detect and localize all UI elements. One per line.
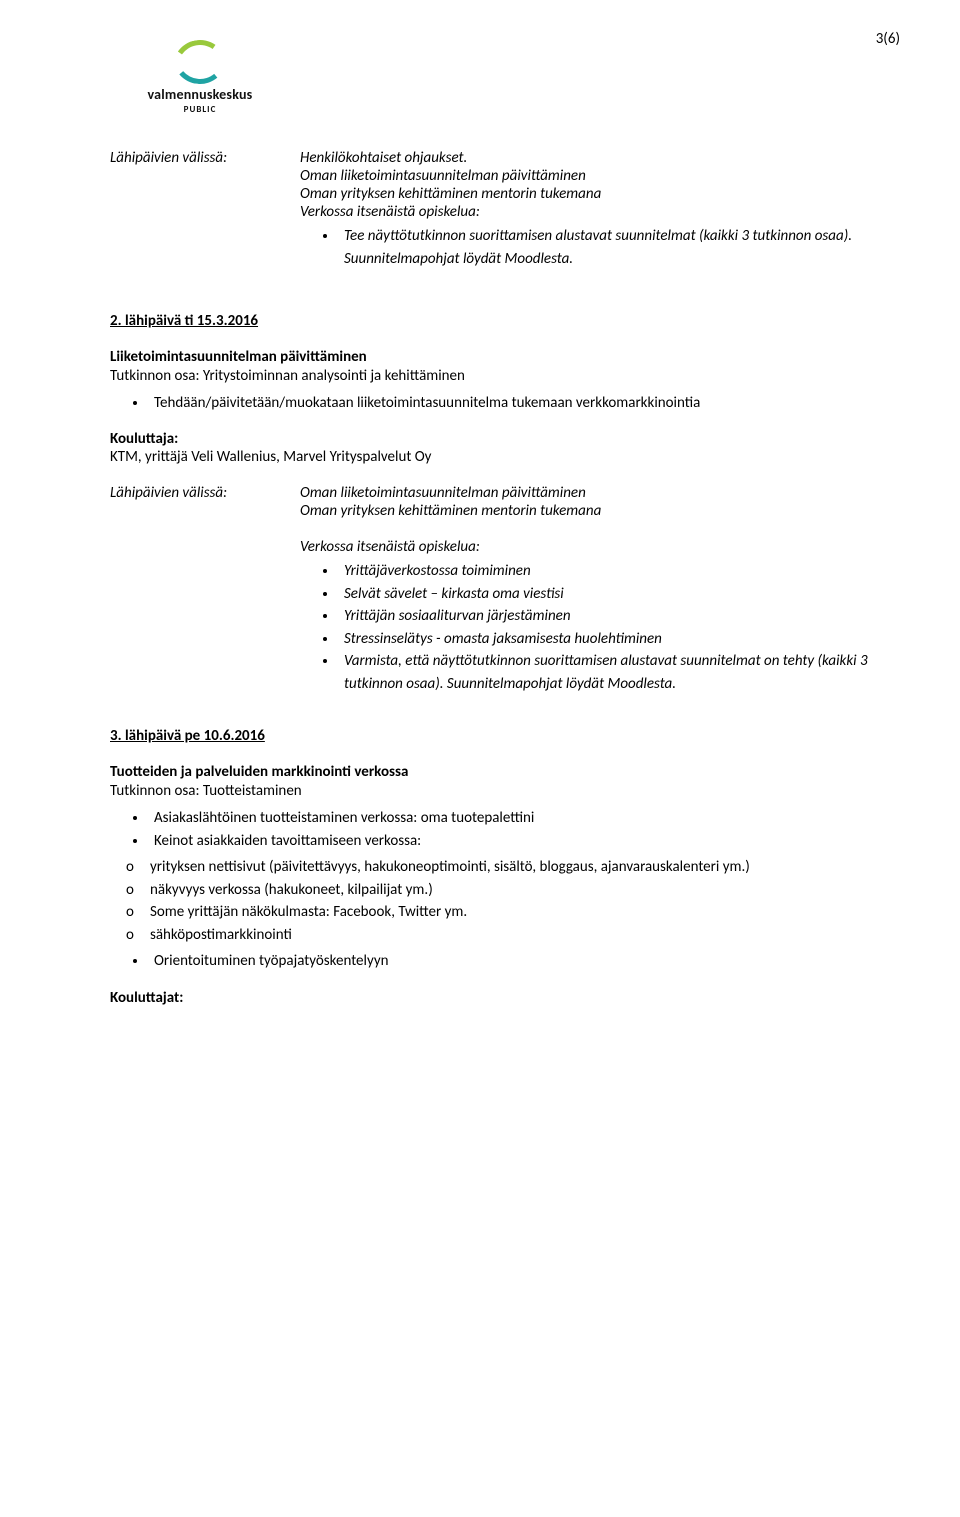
trainer-label: Kouluttaja: [110, 430, 870, 448]
document-page: 3(6) valmennuskeskus PUBLIC Lähipäivien … [0, 0, 960, 1517]
logo-subtext: PUBLIC [184, 104, 217, 115]
bullet-list: Tee näyttötutkinnon suorittamisen alusta… [300, 225, 870, 270]
list-item: Asiakaslähtöinen tuotteistaminen verkoss… [148, 807, 870, 830]
list-item: näkyvyys verkossa (hakukoneet, kilpailij… [144, 879, 870, 902]
between-days-label: Lähipäivien välissä: [110, 149, 300, 270]
list-item: Yrittäjän sosiaaliturvan järjestäminen [338, 605, 870, 628]
verk-label: Verkossa itsenäistä opiskelua: [300, 538, 870, 556]
trainers-label: Kouluttajat: [110, 989, 870, 1007]
section-3-bullets: Asiakaslähtöinen tuotteistaminen verkoss… [110, 807, 870, 852]
list-item: Orientoituminen työpajatyöskentelyyn [148, 950, 870, 973]
list-item: Stressinselätys - omasta jaksamisesta hu… [338, 628, 870, 651]
list-item: yrityksen nettisivut (päivitettävyys, ha… [144, 856, 870, 879]
section-heading-2: 2. lähipäivä ti 15.3.2016 [110, 312, 870, 330]
verk-bullets: Yrittäjäverkostossa toimiminen Selvät sä… [300, 560, 870, 695]
list-item: sähköpostimarkkinointi [144, 924, 870, 947]
section-3-subtitle: Tutkinnon osa: Tuotteistaminen [110, 781, 870, 803]
logo: valmennuskeskus PUBLIC [110, 40, 290, 115]
line: Oman yrityksen kehittäminen mentorin tuk… [300, 185, 870, 203]
list-item: Yrittäjäverkostossa toimiminen [338, 560, 870, 583]
page-number: 3(6) [876, 30, 900, 48]
line: Oman yrityksen kehittäminen mentorin tuk… [300, 502, 870, 520]
list-item: Some yrittäjän näkökulmasta: Facebook, T… [144, 901, 870, 924]
section-2-bullets: Tehdään/päivitetään/muokataan liiketoimi… [110, 392, 870, 415]
section-2-subtitle: Tutkinnon osa: Yritystoiminnan analysoin… [110, 366, 870, 388]
list-item: Tehdään/päivitetään/muokataan liiketoimi… [148, 392, 870, 415]
section-2-title: Liiketoimintasuunnitelman päivittäminen [110, 348, 870, 366]
list-item: Varmista, että näyttötutkinnon suorittam… [338, 650, 870, 695]
trainer-name: KTM, yrittäjä Veli Wallenius, Marvel Yri… [110, 448, 870, 466]
line: Verkossa itsenäistä opiskelua: [300, 203, 870, 221]
logo-mark [173, 40, 227, 84]
between-days-label: Lähipäivien välissä: [110, 484, 300, 695]
between-days-body: Henkilökohtaiset ohjaukset. Oman liiketo… [300, 149, 870, 270]
list-item: Selvät sävelet – kirkasta oma viestisi [338, 583, 870, 606]
line: Henkilökohtaiset ohjaukset. [300, 149, 870, 167]
line: Oman liiketoimintasuunnitelman päivittäm… [300, 167, 870, 185]
between-days-block-1: Lähipäivien välissä: Henkilökohtaiset oh… [110, 149, 870, 270]
section-3-bullets-after: Orientoituminen työpajatyöskentelyyn [110, 950, 870, 973]
section-3-title: Tuotteiden ja palveluiden markkinointi v… [110, 763, 870, 781]
section-heading-3: 3. lähipäivä pe 10.6.2016 [110, 727, 870, 745]
between-days-body: Oman liiketoimintasuunnitelman päivittäm… [300, 484, 870, 695]
list-item: Keinot asiakkaiden tavoittamiseen verkos… [148, 830, 870, 853]
between-days-block-2: Lähipäivien välissä: Oman liiketoimintas… [110, 484, 870, 695]
list-item: Tee näyttötutkinnon suorittamisen alusta… [338, 225, 870, 270]
section-3-nested-bullets: yrityksen nettisivut (päivitettävyys, ha… [110, 856, 870, 946]
line: Oman liiketoimintasuunnitelman päivittäm… [300, 484, 870, 502]
